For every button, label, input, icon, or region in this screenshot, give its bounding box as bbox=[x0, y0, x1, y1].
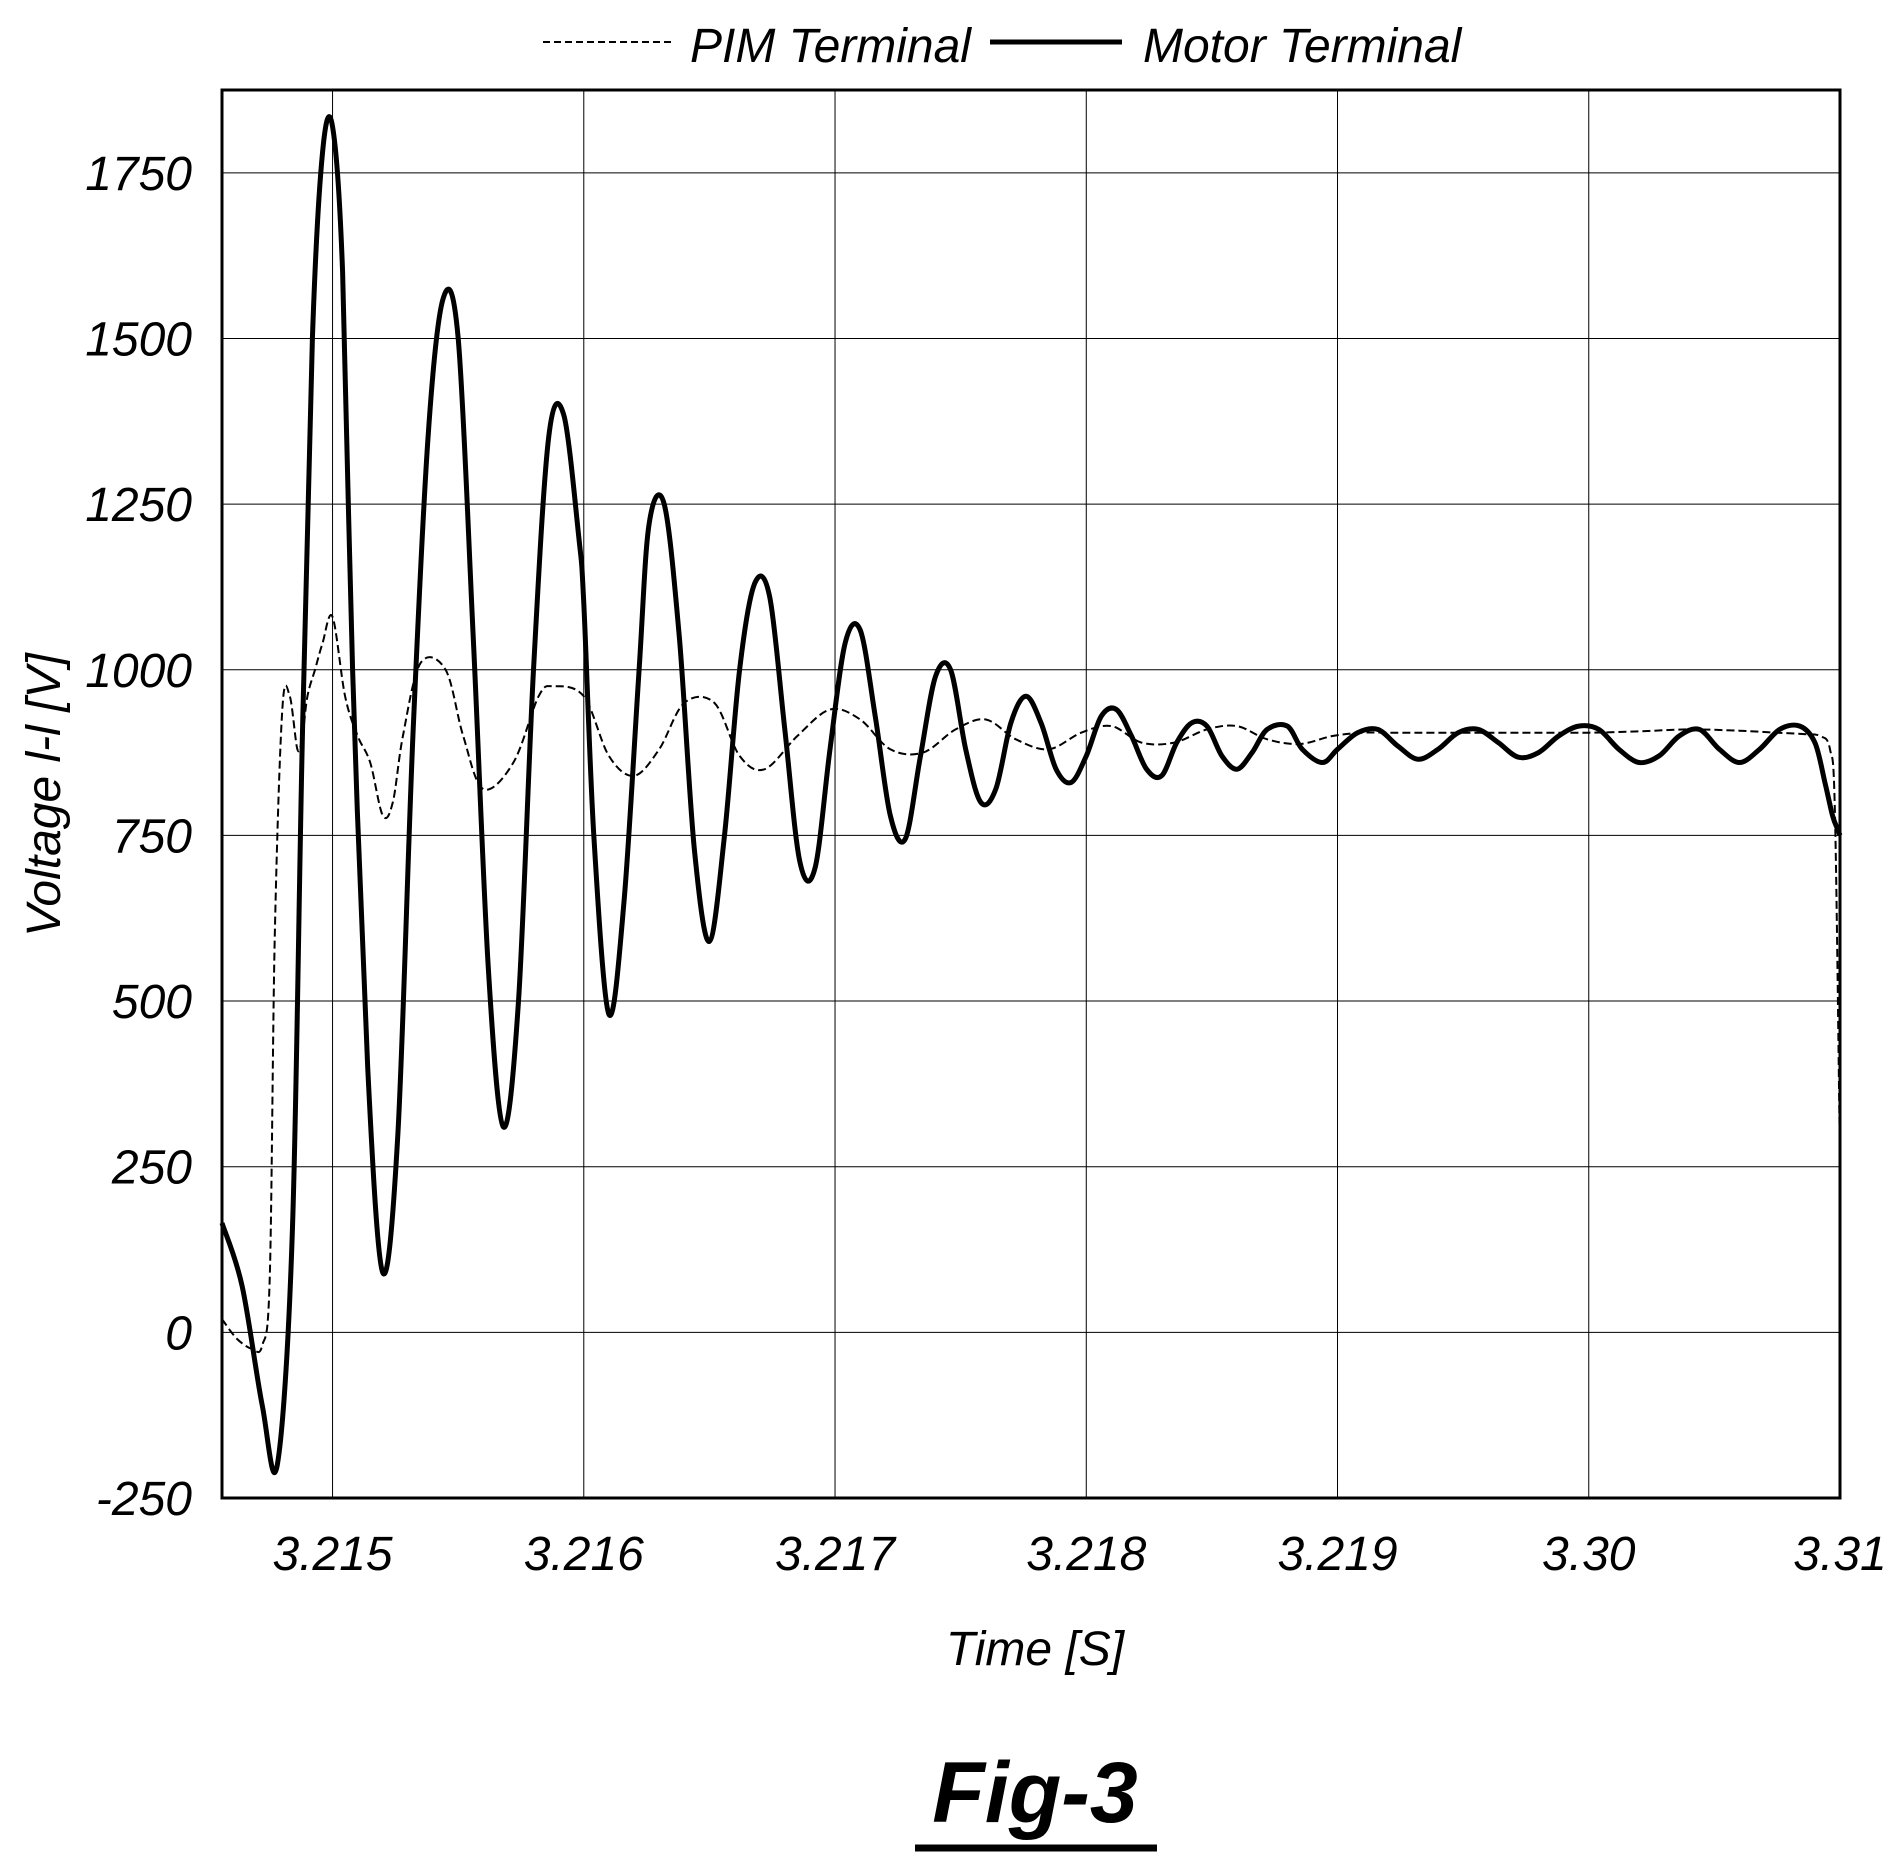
plot-area bbox=[220, 88, 1842, 1500]
series-line-pim-terminal bbox=[221, 614, 1841, 1354]
y-tick-label: 0 bbox=[165, 1307, 192, 1360]
y-tick-label: 500 bbox=[112, 976, 192, 1029]
x-tick-label: 3.30 bbox=[1542, 1528, 1636, 1581]
y-tick-label: 1250 bbox=[85, 479, 192, 532]
x-tick-label: 3.215 bbox=[272, 1528, 392, 1581]
legend-label-motor: Motor Terminal bbox=[1143, 20, 1463, 73]
x-axis-ticks: 3.215 3.216 3.217 3.218 3.219 3.30 3.31 bbox=[272, 1528, 1886, 1581]
y-tick-label: 750 bbox=[112, 810, 192, 863]
legend-label-pim: PIM Terminal bbox=[690, 20, 972, 73]
x-tick-label: 3.219 bbox=[1277, 1528, 1397, 1581]
x-tick-label: 3.31 bbox=[1793, 1528, 1886, 1581]
x-tick-label: 3.218 bbox=[1026, 1528, 1146, 1581]
y-tick-label: 1000 bbox=[85, 645, 192, 698]
grid bbox=[222, 90, 1841, 1499]
series-lines bbox=[219, 114, 1843, 1476]
y-axis-ticks: -250 0 250 500 750 1000 1250 1500 1750 bbox=[85, 148, 192, 1526]
y-tick-label: 1500 bbox=[85, 313, 192, 366]
y-tick-label: 1750 bbox=[85, 148, 192, 201]
y-tick-label: -250 bbox=[96, 1473, 192, 1526]
legend: PIM Terminal Motor Terminal bbox=[543, 20, 1463, 73]
figure-label: Fig-3 bbox=[932, 1745, 1137, 1841]
y-axis-label: Voltage l-l [V] bbox=[18, 651, 71, 936]
x-tick-label: 3.216 bbox=[524, 1528, 644, 1581]
x-tick-label: 3.217 bbox=[775, 1528, 897, 1581]
x-axis-label: Time [S] bbox=[946, 1623, 1126, 1676]
series-line-motor-terminal bbox=[219, 114, 1843, 1476]
y-tick-label: 250 bbox=[111, 1142, 192, 1195]
